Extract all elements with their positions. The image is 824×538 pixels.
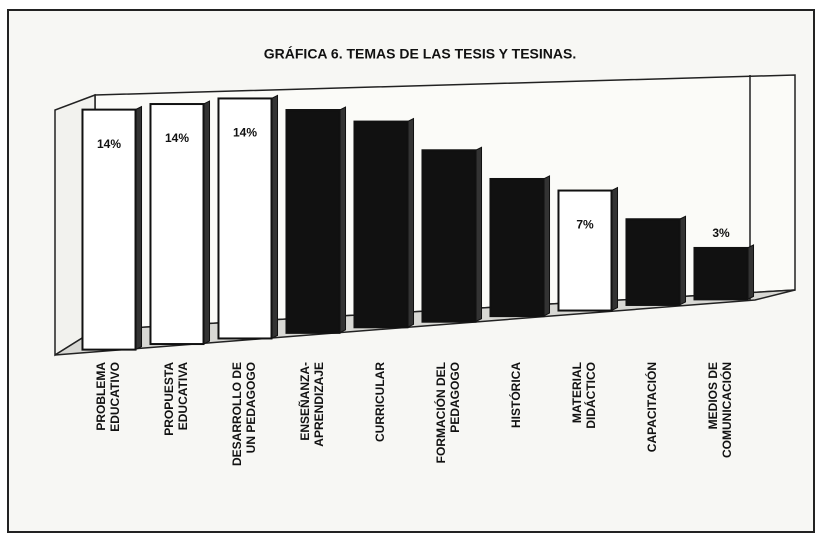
x-tick-label: HISTÓRICA	[508, 362, 523, 428]
x-tick-label: UN PEDAGOGO	[244, 362, 258, 453]
x-tick-label: MEDIOS DE	[706, 362, 720, 429]
x-tick-label: CURRICULAR	[373, 362, 387, 442]
bar	[353, 120, 409, 329]
bar	[693, 246, 749, 301]
data-label: 7%	[576, 218, 594, 232]
bar	[489, 177, 545, 318]
x-tick-label: ENSEÑANZA-	[297, 362, 312, 441]
x-tick-label: DIDÁCTICO	[583, 362, 598, 429]
bar	[217, 97, 273, 340]
x-tick-label: FORMACIÓN DEL	[433, 362, 448, 463]
x-tick-label: DESARROLLO DE	[230, 362, 244, 466]
x-tick-label: CAPACITACIÓN	[644, 362, 659, 452]
x-tick-label: PROPUESTA	[162, 362, 176, 436]
data-label: 14%	[97, 137, 121, 151]
x-tick-label: COMUNICACIÓN	[719, 362, 734, 458]
bar	[625, 218, 681, 306]
bar	[557, 189, 613, 312]
x-tick-label: PROBLEMA	[94, 362, 108, 431]
bar	[149, 103, 205, 346]
x-tick-label: PEDAGOGO	[448, 362, 462, 433]
data-label: 14%	[233, 126, 257, 140]
x-tick-label: APRENDIZAJE	[312, 362, 326, 447]
bar	[285, 109, 341, 334]
x-tick-label: EDUCATIVA	[176, 362, 190, 431]
bar	[421, 149, 477, 323]
data-label: 3%	[712, 226, 730, 240]
x-tick-label: MATERIAL	[570, 362, 584, 423]
data-label: 14%	[165, 131, 189, 145]
chart-title: GRÁFICA 6. TEMAS DE LAS TESIS Y TESINAS.	[264, 46, 576, 62]
bar	[81, 108, 137, 351]
x-tick-label: EDUCATIVO	[108, 362, 122, 432]
